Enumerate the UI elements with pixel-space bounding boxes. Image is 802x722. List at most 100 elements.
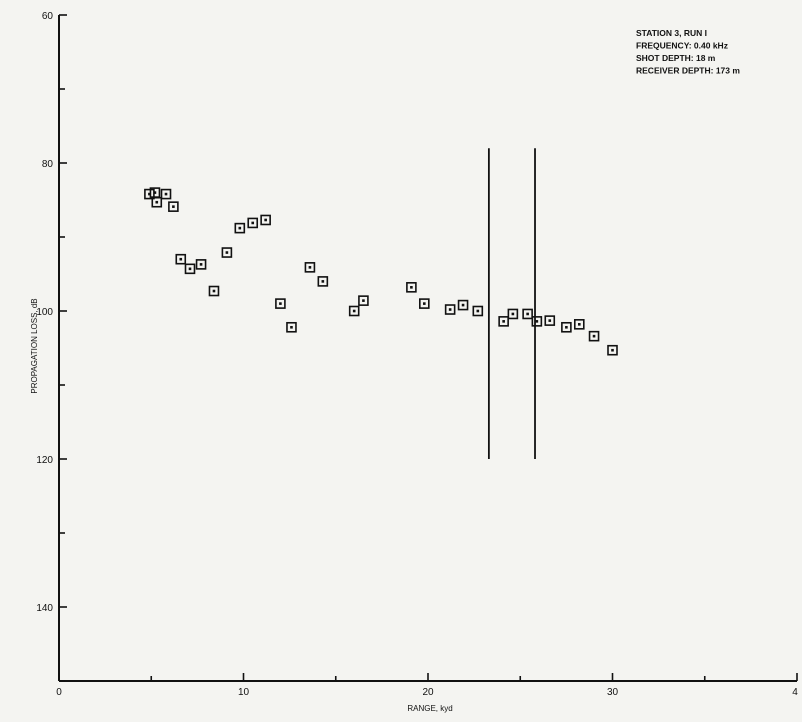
x-tick-label: 4 (792, 687, 798, 698)
data-point-dot (548, 319, 552, 322)
data-point-dot (611, 348, 614, 352)
data-point (561, 321, 572, 333)
data-point-dot (148, 192, 151, 196)
data-point (522, 308, 533, 320)
data-point-square (208, 285, 220, 297)
data-point-dot (410, 286, 413, 289)
data-point (588, 330, 600, 342)
data-point (472, 305, 484, 317)
annotation-line: STATION 3, RUN I (636, 28, 707, 38)
y-tick-label: 120 (36, 455, 53, 466)
data-point-square (406, 282, 417, 293)
y-tick-label: 140 (36, 603, 53, 614)
data-point-square (358, 295, 369, 306)
annotation-line: RECEIVER DEPTH: 173 m (636, 66, 740, 76)
data-point (544, 315, 556, 326)
data-point-square (498, 316, 509, 327)
data-point-square (522, 308, 533, 320)
data-point-square (507, 308, 519, 320)
annotation-line: FREQUENCY: 0.40 kHz (636, 41, 728, 51)
data-point (221, 247, 233, 258)
data-point-square (286, 321, 297, 333)
data-point-dot (188, 267, 192, 271)
data-point (260, 214, 271, 226)
data-point (151, 196, 163, 208)
data-point-square (160, 188, 172, 200)
y-tick-label: 80 (42, 159, 54, 170)
data-point-square (607, 344, 618, 356)
data-point-dot (179, 257, 183, 261)
data-point-square (561, 321, 572, 333)
data-point-square (317, 276, 329, 287)
x-tick-label: 10 (238, 687, 250, 698)
data-point (195, 259, 207, 270)
data-point (573, 319, 585, 330)
data-point-dot (577, 323, 581, 326)
data-point (507, 308, 519, 320)
data-point-dot (321, 280, 325, 283)
data-point (498, 316, 509, 327)
data-point (531, 316, 543, 327)
data-point-square (419, 298, 430, 309)
data-point-square (184, 263, 196, 275)
x-axis-label: RANGE, kyd (407, 704, 452, 713)
data-point-square (573, 319, 585, 330)
x-tick-label: 0 (56, 687, 62, 698)
data-point-dot (251, 221, 255, 225)
data-point-square (151, 196, 163, 208)
data-point-dot (212, 289, 216, 293)
data-point-square (247, 217, 259, 229)
data-point-dot (238, 226, 242, 230)
data-point (358, 295, 369, 306)
data-point-dot (423, 302, 426, 305)
data-point (457, 299, 469, 311)
data-point-dot (511, 312, 515, 316)
data-point-dot (290, 325, 293, 329)
data-point-square (221, 247, 233, 258)
data-point-dot (164, 192, 168, 196)
data-point (304, 262, 316, 273)
data-point (184, 263, 196, 275)
data-point (208, 285, 220, 297)
data-point (406, 282, 417, 293)
data-point (144, 188, 155, 200)
y-tick-label: 60 (42, 11, 54, 22)
data-point-square (144, 188, 155, 200)
y-axis-label: PROPAGATION LOSS, dB (30, 298, 39, 393)
data-point-square (444, 304, 456, 315)
vertical-lines-group (487, 148, 536, 459)
data-point-square (531, 316, 543, 327)
data-point (607, 344, 618, 356)
data-point-dot (535, 320, 539, 323)
data-points-group (144, 187, 618, 356)
data-point-dot (448, 308, 452, 311)
y-tick-label: 100 (36, 307, 53, 318)
data-point (275, 298, 286, 309)
data-point-square (588, 330, 600, 342)
data-point (286, 321, 297, 333)
x-tick-label: 20 (422, 687, 434, 698)
data-point-dot (279, 302, 282, 305)
data-point (419, 298, 430, 309)
data-point (317, 276, 329, 287)
data-point-dot (352, 309, 356, 313)
annotation-line: SHOT DEPTH: 18 m (636, 53, 716, 63)
data-point-dot (565, 325, 568, 329)
data-point-square (168, 201, 179, 212)
data-point-square (544, 315, 556, 326)
ticks-group: 60 80 100 120 140 0 10 20 30 4 (36, 11, 798, 698)
data-point-dot (461, 303, 465, 307)
data-point-dot (476, 309, 480, 313)
data-point-square (304, 262, 316, 273)
data-point-dot (172, 205, 175, 208)
data-point-square (234, 222, 246, 234)
data-point (348, 305, 360, 317)
data-point-dot (153, 191, 157, 194)
data-point (160, 188, 172, 200)
x-tick-label: 30 (607, 687, 619, 698)
data-point (444, 304, 456, 315)
data-point-square (260, 214, 271, 226)
annotation-box: STATION 3, RUN I FREQUENCY: 0.40 kHz SHOT … (636, 28, 740, 76)
